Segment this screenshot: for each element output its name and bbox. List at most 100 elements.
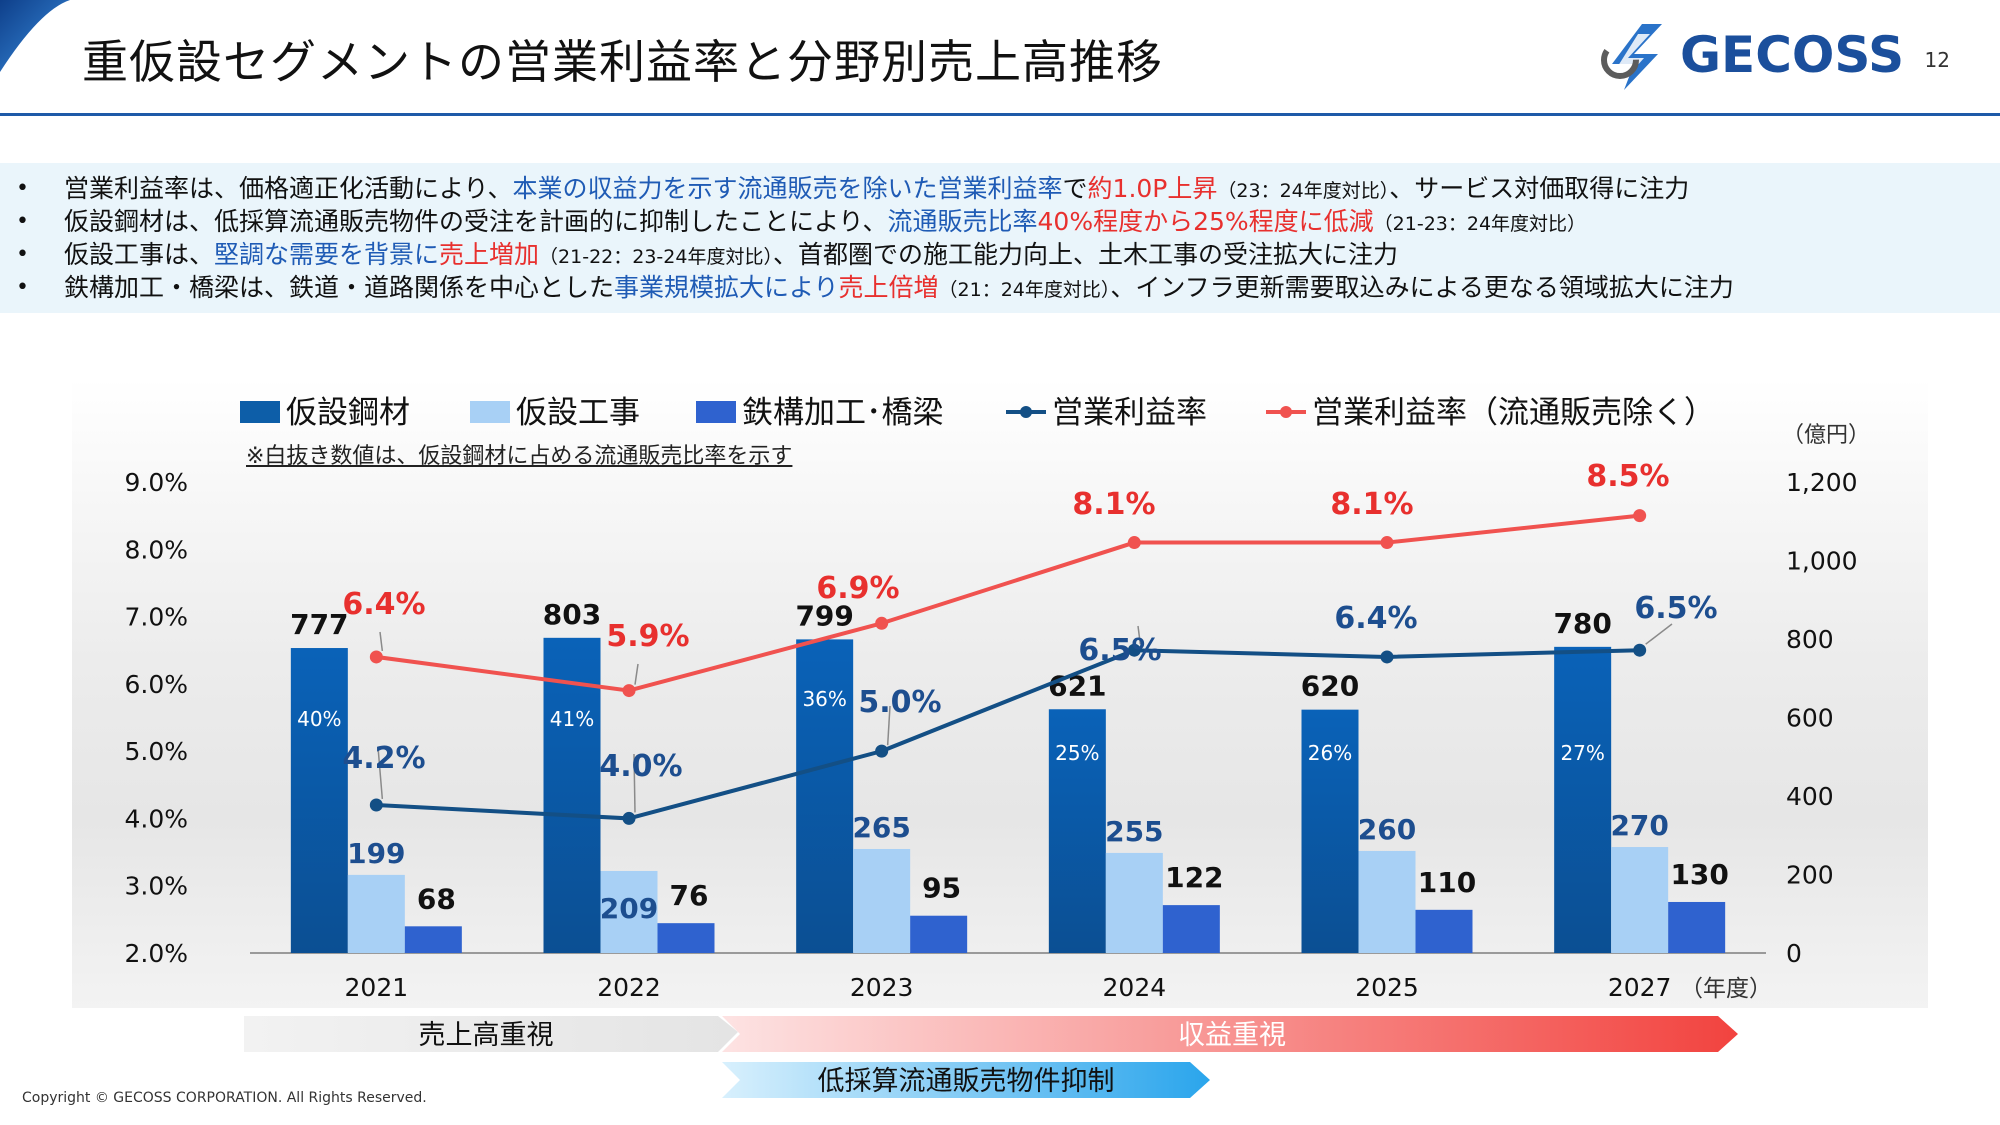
bullet-text: 売上倍増 <box>838 273 939 302</box>
bullet-text: 事業規模拡大により <box>614 273 839 302</box>
y-right-tick-label: 600 <box>1786 704 1834 733</box>
bar-steel <box>796 639 854 953</box>
label-leader-line <box>379 631 384 652</box>
copyright: Copyright © GECOSS CORPORATION. All Righ… <box>22 1090 427 1106</box>
y-right-tick-label: 200 <box>1786 861 1834 890</box>
legend-marker <box>1020 406 1032 418</box>
line-point <box>1380 536 1394 550</box>
line-point <box>1127 536 1141 550</box>
line-value-label: 6.5% <box>1634 591 1717 626</box>
bar-value-label: 780 <box>1553 607 1611 640</box>
legend-note: ※白抜き数値は、仮設鋼材に占める流通販売比率を示す <box>246 444 793 469</box>
bar-value-label: 260 <box>1358 813 1416 846</box>
band-sales-focus <box>244 1016 738 1052</box>
bullet-text: 鉄構加工・橋梁は、鉄道・道路関係を中心とした <box>64 273 615 302</box>
bar-value-label: 199 <box>347 837 405 870</box>
y-left-tick-label: 5.0% <box>124 737 188 766</box>
bar-fabrication <box>1162 905 1220 953</box>
line-point <box>622 684 636 698</box>
summary-bullet: 鉄構加工・橋梁は、鉄道・道路関係を中心とした事業規模拡大により売上倍増（21：2… <box>0 271 2000 304</box>
x-tick-label: 2021 <box>345 973 409 1002</box>
y-left-tick-label: 6.0% <box>124 670 188 699</box>
bar-value-label: 130 <box>1670 858 1728 891</box>
band-profit-label: 収益重視 <box>1178 1020 1286 1051</box>
line-value-label: 4.0% <box>599 749 682 784</box>
legend-marker <box>1280 406 1292 418</box>
bar-inner-ratio-label: 27% <box>1560 741 1604 765</box>
bullet-text: 営業利益率は、価格適正化活動により、 <box>64 174 513 203</box>
bar-construction <box>853 848 911 953</box>
bar-steel <box>1301 709 1359 953</box>
y-left-tick-label: 3.0% <box>124 872 188 901</box>
line-point <box>875 744 889 758</box>
bullet-text: 本業の収益力を示す流通販売を除いた営業利益率 <box>512 174 1063 203</box>
band-sales-label: 売上高重視 <box>419 1020 554 1051</box>
chart-legend: 仮設鋼材 仮設工事 鉄構加工･橋梁 営業利益率 営業利益率（流通販売除く） <box>240 395 1715 431</box>
legend-label: 営業利益率（流通販売除く） <box>1312 395 1715 431</box>
bar-value-label: 799 <box>795 599 853 632</box>
summary-bullet: 営業利益率は、価格適正化活動により、本業の収益力を示す流通販売を除いた営業利益率… <box>0 172 2000 205</box>
line-point <box>1633 509 1647 523</box>
legend-label: 仮設工事 <box>516 395 640 431</box>
legend-swatch <box>470 401 510 423</box>
band-suppress-label: 低採算流通販売物件抑制 <box>818 1066 1115 1097</box>
bar-steel <box>290 648 348 953</box>
band-suppress <box>722 1062 1210 1098</box>
line-value-label: 6.4% <box>1334 601 1417 636</box>
bar-value-label: 255 <box>1105 815 1163 848</box>
line-value-label: 4.2% <box>342 741 425 776</box>
bar-construction <box>1358 850 1416 953</box>
legend-label: 鉄構加工･橋梁 <box>742 395 944 431</box>
bar-steel <box>1554 646 1612 953</box>
bullet-text: （21-22：23-24年度対比） <box>539 246 773 268</box>
bar-fabrication <box>404 926 462 953</box>
summary-bullet: 仮設鋼材は、低採算流通販売物件の受注を計画的に抑制したことにより、流通販売比率4… <box>0 205 2000 238</box>
line-point <box>1127 643 1141 657</box>
bullet-text: 、首都圏での施工能力向上、土木工事の受注拡大に注力 <box>772 240 1398 269</box>
x-tick-label: 2023 <box>850 973 914 1002</box>
bar-value-label: 620 <box>1301 670 1359 703</box>
legend-swatch <box>696 401 736 423</box>
bar-value-label: 68 <box>417 882 456 915</box>
line-point <box>1633 643 1647 657</box>
y-right-tick-label: 800 <box>1786 625 1834 654</box>
label-leader-line <box>634 663 639 685</box>
x-tick-label: 2025 <box>1355 973 1419 1002</box>
bullet-text: 、インフラ更新需要取込みによる更なる領域拡大に注力 <box>1110 273 1734 302</box>
bar-fabrication <box>657 923 715 953</box>
summary-bullets: 営業利益率は、価格適正化活動により、本業の収益力を示す流通販売を除いた営業利益率… <box>0 163 2000 313</box>
bar-fabrication <box>1415 909 1473 953</box>
label-leader-line <box>1137 625 1142 645</box>
page-title: 重仮設セグメントの営業利益率と分野別売上高推移 <box>82 35 1163 89</box>
gecoss-logo-mark-icon <box>1601 24 1662 90</box>
line-value-label: 8.1% <box>1072 487 1155 522</box>
line-operating-margin-excl <box>376 513 1640 693</box>
line-point <box>622 811 636 825</box>
y-right-tick-label: 1,000 <box>1786 547 1858 576</box>
y-right-tick-label: 400 <box>1786 782 1834 811</box>
bar-value-label: 270 <box>1610 809 1668 842</box>
y-right-tick-label: 1,200 <box>1786 468 1858 497</box>
bar-value-label: 110 <box>1418 866 1476 899</box>
header-rule <box>0 113 2000 116</box>
line-point <box>369 798 383 812</box>
bullet-text: 流通販売比率 <box>887 207 1038 236</box>
legend-swatch <box>240 401 280 423</box>
header-swoosh-decoration <box>0 0 70 72</box>
line-point <box>369 650 383 664</box>
bullet-text: 40%程度から25%程度に低減 <box>1037 207 1374 236</box>
line-value-label: 6.4% <box>342 587 425 622</box>
bar-steel <box>1048 709 1106 953</box>
logo-wordmark: GECOSS <box>1680 26 1905 84</box>
line-point <box>875 616 889 630</box>
bar-inner-ratio-label: 26% <box>1308 741 1352 765</box>
bullet-text: （21：24年度対比） <box>938 279 1111 301</box>
line-operating-margin <box>376 648 1640 821</box>
line-point <box>1380 650 1394 664</box>
x-tick-label: 2024 <box>1103 973 1167 1002</box>
y-left-tick-label: 2.0% <box>124 939 188 968</box>
bar-steel <box>543 637 601 953</box>
bar-construction <box>1105 852 1163 953</box>
